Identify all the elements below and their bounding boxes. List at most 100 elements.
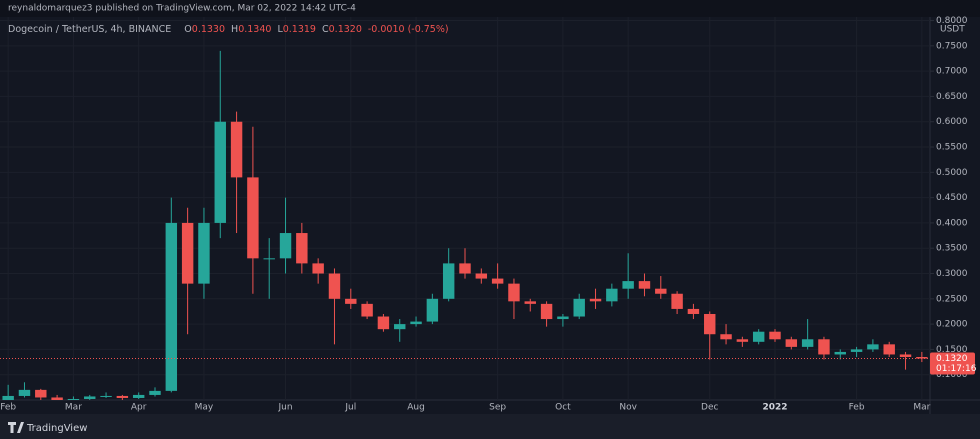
plot-background [0, 17, 980, 414]
candle-body [198, 222, 210, 284]
x-tick-label: Mar [65, 403, 82, 413]
candle-body [785, 339, 798, 347]
candles [0, 50, 930, 400]
x-tick-label: Feb [0, 403, 16, 413]
x-tick-label: Mar [913, 403, 930, 413]
ohlc-value: 0.1319 [283, 24, 316, 35]
x-tick-label: Aug [407, 403, 425, 413]
candle-body [801, 339, 814, 347]
candle-body [116, 395, 129, 398]
candle-body [181, 222, 194, 284]
currency: USDT [940, 25, 965, 35]
y-tick-label: 0.7500 [936, 41, 968, 51]
y-tick-label: 0.2500 [936, 294, 968, 304]
candle-body [687, 308, 700, 314]
ohlc-value: 0.1340 [238, 24, 271, 35]
candle-body [345, 298, 357, 304]
candle-body [312, 263, 324, 274]
y-tick-label: 0.3500 [936, 244, 968, 254]
candle-body [883, 344, 895, 355]
ohlc-value: 0.1330 [192, 24, 225, 35]
x-tick-label: Dec [701, 403, 718, 413]
x-tick-label: 2022 [762, 403, 787, 413]
candle-body [410, 321, 422, 325]
candle-body [328, 273, 341, 299]
footer-logo [8, 422, 24, 433]
candle-body [622, 281, 634, 289]
footer-brand: TradingView [26, 423, 87, 434]
candle-body [18, 389, 31, 396]
candle-body [606, 288, 618, 302]
candle-body [834, 351, 846, 355]
candle-body [51, 397, 63, 400]
y-tick-label: 0.2000 [936, 320, 968, 330]
y-tick-label: 0.4000 [936, 218, 968, 228]
candle-body [557, 316, 569, 320]
candle-body [149, 390, 161, 395]
candle-body [850, 349, 863, 352]
y-tick-label: 0.1500 [936, 345, 968, 355]
legend: Dogecoin / TetherUS, 4h, BINANCE O0.1330… [8, 24, 449, 35]
x-tick-label: Oct [555, 403, 571, 413]
ohlc-value: 0.1320 [329, 24, 362, 35]
ohlc-key: H [231, 24, 238, 35]
last-price-label: 0.1320 [936, 354, 968, 364]
candle-body [361, 303, 373, 317]
x-tick-label: Nov [619, 403, 637, 413]
candle-body [132, 394, 145, 398]
candle-body [296, 233, 308, 264]
x-tick-label: Jul [344, 403, 356, 413]
y-tick-label: 0.7000 [936, 67, 968, 77]
candle-body [442, 263, 455, 299]
candle-body [720, 334, 732, 340]
candle-body [736, 339, 749, 342]
candle-body [377, 316, 390, 330]
candle-body [426, 298, 439, 322]
change: -0.0010 (-0.75%) [368, 24, 449, 35]
y-tick-label: 0.1000 [936, 370, 968, 380]
x-tick-label: Apr [131, 403, 147, 413]
last-price-box [930, 352, 975, 375]
candle-body [279, 233, 292, 259]
candle-body [247, 177, 259, 259]
candle-body [916, 356, 928, 359]
ohlc-key: C [322, 24, 329, 35]
candle-body [704, 313, 716, 335]
candle-body [35, 389, 47, 398]
candle-body [491, 278, 504, 284]
top-bar [0, 0, 980, 17]
candle-body [867, 344, 879, 350]
candle-body [214, 121, 226, 223]
candle-body [638, 281, 651, 289]
grid [0, 17, 930, 400]
footer-bar [0, 414, 980, 439]
x-tick-label: Feb [849, 403, 865, 413]
ohlc-key: L [277, 24, 283, 35]
candle-body [671, 293, 683, 309]
ohlc-key: O [184, 24, 191, 35]
candle-body [540, 303, 553, 320]
candle-body [899, 354, 912, 357]
candle-body [165, 222, 178, 391]
candle-body [524, 301, 536, 304]
y-tick-label: 0.4500 [936, 193, 968, 203]
candle-body [573, 298, 585, 317]
x-tick-label: Jun [277, 403, 292, 413]
candle-body [230, 121, 243, 178]
candle-body [394, 324, 406, 330]
symbol: Dogecoin / TetherUS, 4h, BINANCE [8, 24, 171, 35]
candle-body [752, 331, 765, 342]
candle-body [2, 395, 14, 400]
candle-body [508, 283, 520, 302]
published-note: reynaldomarquez3 published on TradingVie… [8, 4, 356, 14]
y-tick-label: 0.6500 [936, 92, 968, 102]
candle-body [84, 396, 96, 399]
x-tick-label: May [195, 403, 214, 413]
y-tick-label: 0.3000 [936, 269, 968, 279]
y-tick-label: 0.5500 [936, 143, 968, 153]
y-tick-label: 0.6000 [936, 117, 968, 127]
y-tick-label: 0.8000 [936, 16, 968, 26]
candle-body [263, 258, 275, 260]
